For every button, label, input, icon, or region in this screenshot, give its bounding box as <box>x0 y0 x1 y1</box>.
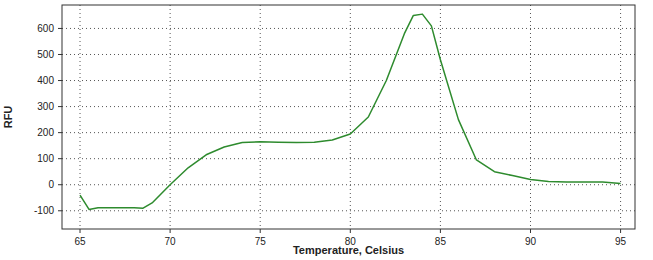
x-tick <box>80 229 81 233</box>
x-grid-line <box>620 5 621 229</box>
x-tick-label: 85 <box>435 236 447 247</box>
y-tick-label: 400 <box>37 75 54 86</box>
melt-curve <box>80 14 621 209</box>
y-tick <box>58 28 62 29</box>
y-tick <box>58 80 62 81</box>
y-tick-label: 500 <box>37 49 54 60</box>
plot-frame <box>62 5 635 229</box>
x-tick-label: 75 <box>255 236 267 247</box>
y-tick-label: -100 <box>34 205 54 216</box>
y-tick-label: 100 <box>37 153 54 164</box>
y-grid-line <box>62 158 635 159</box>
x-tick <box>440 229 441 233</box>
x-tick-label: 70 <box>165 236 177 247</box>
x-grid-line <box>440 5 441 229</box>
x-tick <box>350 229 351 233</box>
x-tick <box>620 229 621 233</box>
y-tick <box>58 54 62 55</box>
x-tick <box>170 229 171 233</box>
y-grid-line <box>62 80 635 81</box>
x-grid-line <box>530 5 531 229</box>
y-grid-line <box>62 210 635 211</box>
x-tick-label: 95 <box>615 236 627 247</box>
y-grid-line <box>62 28 635 29</box>
x-axis-label: Temperature, Celsius <box>293 244 404 256</box>
x-tick <box>530 229 531 233</box>
y-tick-label: 300 <box>37 101 54 112</box>
plot-area <box>80 14 621 209</box>
x-grid-line <box>350 5 351 229</box>
x-tick <box>260 229 261 233</box>
y-tick <box>58 184 62 185</box>
y-grid-line <box>62 106 635 107</box>
x-tick-label: 90 <box>525 236 537 247</box>
x-grid-line <box>170 5 171 229</box>
y-tick <box>58 132 62 133</box>
y-grid-line <box>62 132 635 133</box>
x-tick-label: 65 <box>74 236 86 247</box>
y-grid-line <box>62 54 635 55</box>
y-tick <box>58 158 62 159</box>
y-tick <box>58 106 62 107</box>
chart: 65707580859095-1000100200300400500600Tem… <box>0 0 653 260</box>
chart-container: 65707580859095-1000100200300400500600Tem… <box>0 0 653 260</box>
y-tick-label: 200 <box>37 127 54 138</box>
y-tick-label: 600 <box>37 23 54 34</box>
y-tick-label: 0 <box>48 179 54 190</box>
y-grid-line <box>62 184 635 185</box>
y-tick <box>58 210 62 211</box>
x-grid-line <box>260 5 261 229</box>
y-axis-label: RFU <box>2 106 14 129</box>
